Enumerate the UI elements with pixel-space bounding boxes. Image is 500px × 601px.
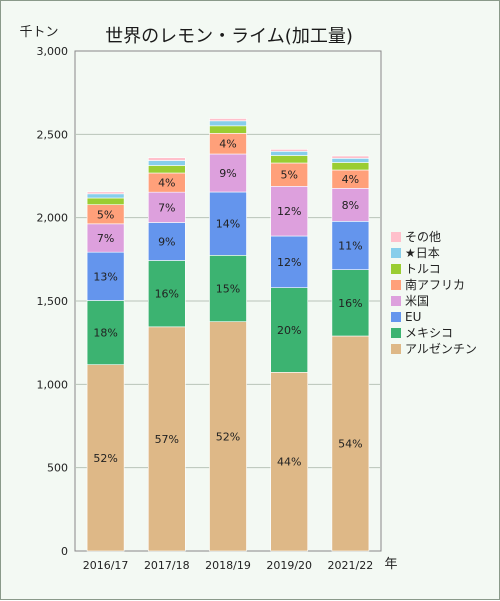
bar-segment — [331, 188, 370, 222]
bar-value-label: 18% — [93, 327, 117, 340]
y-axis-unit-label: 千トン — [19, 25, 58, 40]
x-axis-ticks: 2016/17 2017/18 2018/19 2019/20 2021/22 — [83, 559, 374, 572]
bar-value-label: 52% — [216, 430, 240, 443]
bar-value-label: 7% — [158, 201, 175, 214]
legend-label: ★日本 — [405, 246, 440, 260]
x-tick-label: 2017/18 — [144, 559, 190, 572]
x-axis-unit-label: 年 — [384, 557, 397, 572]
legend-swatch — [391, 232, 401, 242]
bar-value-label: 9% — [219, 167, 236, 180]
bar-segment — [270, 235, 309, 288]
y-tick-label: 0 — [61, 545, 68, 558]
legend-label: 南アフリカ — [405, 277, 465, 292]
y-tick-label: 3,000 — [37, 45, 69, 58]
bar-value-label: 16% — [338, 297, 362, 310]
bar-value-label: 9% — [158, 236, 175, 249]
y-axis-ticks: 0 500 1,000 1,500 2,000 2,500 3,000 — [37, 45, 69, 558]
bar-segment — [331, 269, 370, 337]
bar-value-label: 5% — [280, 169, 297, 182]
bar-value-label: 12% — [277, 256, 301, 269]
bar-segment — [148, 160, 186, 166]
bar-value-label: 44% — [277, 456, 301, 469]
bar-value-label: 16% — [155, 288, 179, 301]
legend-swatch — [391, 344, 401, 354]
bar-segment — [209, 120, 247, 127]
bar-segment — [148, 260, 186, 328]
bar-segment — [86, 364, 125, 552]
bar-value-label: 14% — [216, 218, 240, 231]
bar-segment — [270, 151, 309, 156]
bar-segment — [148, 157, 186, 161]
bar-segment — [148, 326, 186, 552]
bar-segment — [331, 155, 370, 159]
bar-segment — [209, 125, 247, 134]
bar-value-label: 54% — [338, 438, 362, 451]
legend-swatch — [391, 264, 401, 274]
x-tick-label: 2018/19 — [205, 559, 251, 572]
x-tick-label: 2021/22 — [328, 559, 374, 572]
bar-segment — [270, 372, 309, 552]
y-tick-label: 1,000 — [37, 378, 69, 391]
legend-label: EU — [405, 310, 421, 324]
bar-value-label: 4% — [158, 177, 175, 190]
bar-value-label: 12% — [277, 205, 301, 218]
bar-segment — [209, 118, 247, 122]
legend-label: アルゼンチン — [405, 342, 477, 356]
bar-segment — [209, 321, 247, 552]
bar-segment — [331, 158, 370, 163]
bar-value-label: 57% — [155, 433, 179, 446]
y-tick-label: 2,000 — [37, 212, 69, 225]
bar-value-label: 20% — [277, 324, 301, 337]
legend-swatch — [391, 280, 401, 290]
bar-segment — [148, 222, 186, 261]
legend-swatch — [391, 312, 401, 322]
x-tick-label: 2016/17 — [83, 559, 129, 572]
bar-value-labels: 52% 18% 13% 7% 5% 57% 16% 9% 7% 4% 52% 15% 14% 9% 4% 44… — [93, 138, 362, 469]
legend-label: メキシコ — [405, 326, 453, 340]
legend-label: トルコ — [405, 262, 441, 276]
bar-value-label: 7% — [97, 232, 114, 245]
legend-label: 米国 — [405, 294, 429, 308]
bar-segment — [86, 197, 125, 205]
legend-label: その他 — [405, 230, 441, 244]
bar-value-label: 52% — [93, 452, 117, 465]
bar-segment — [270, 186, 309, 237]
y-tick-label: 2,500 — [37, 128, 69, 141]
bar-value-label: 4% — [219, 138, 236, 151]
chart-title: 世界のレモン・ライム(加工量) — [105, 26, 353, 47]
y-tick-label: 1,500 — [37, 295, 69, 308]
bar-segment — [86, 193, 125, 199]
legend-swatch — [391, 328, 401, 338]
bar-value-label: 4% — [342, 173, 359, 186]
bar-value-label: 11% — [338, 240, 362, 253]
bar-segment — [270, 155, 309, 164]
bar-value-label: 15% — [216, 283, 240, 296]
bar-segment — [148, 165, 186, 174]
legend-swatch — [391, 248, 401, 258]
bar-value-label: 13% — [93, 270, 117, 283]
bar-segment — [331, 335, 370, 552]
bar-segment — [86, 191, 125, 195]
legend-swatch — [391, 296, 401, 306]
bar-segment — [331, 162, 370, 171]
bar-value-label: 8% — [342, 199, 359, 212]
bars — [86, 118, 370, 552]
x-tick-label: 2019/20 — [266, 559, 312, 572]
bar-segment — [148, 191, 186, 223]
bar-segment — [270, 149, 309, 152]
bar-value-label: 5% — [97, 208, 114, 221]
y-tick-label: 500 — [47, 462, 68, 475]
